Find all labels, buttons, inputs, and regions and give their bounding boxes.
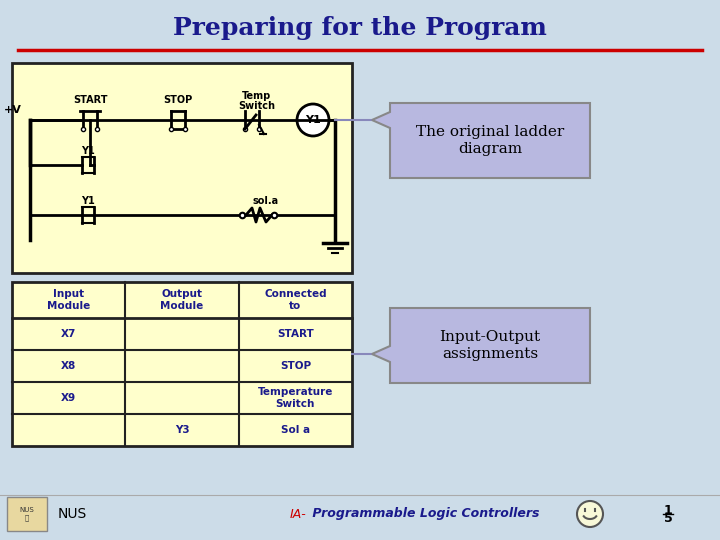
Text: Input
Module: Input Module — [47, 289, 90, 311]
Text: Input-Output
assignments: Input-Output assignments — [439, 330, 541, 361]
Text: Preparing for the Program: Preparing for the Program — [173, 16, 547, 40]
Text: sol.a: sol.a — [253, 196, 279, 206]
FancyBboxPatch shape — [12, 282, 352, 446]
Text: +V: +V — [4, 105, 22, 115]
Text: 5: 5 — [664, 512, 672, 525]
Text: NUS
🦁: NUS 🦁 — [19, 507, 35, 521]
FancyBboxPatch shape — [7, 497, 47, 531]
Text: Temp: Temp — [243, 91, 271, 101]
Text: Y1: Y1 — [81, 146, 95, 156]
Text: START: START — [277, 329, 314, 339]
Polygon shape — [372, 308, 590, 383]
Text: Y3: Y3 — [175, 425, 189, 435]
FancyBboxPatch shape — [12, 63, 352, 273]
Text: Y1: Y1 — [81, 196, 95, 206]
Text: Switch: Switch — [238, 101, 276, 111]
Circle shape — [577, 501, 603, 527]
Text: The original ladder
diagram: The original ladder diagram — [416, 125, 564, 156]
Text: X8: X8 — [61, 361, 76, 371]
Text: IA-: IA- — [290, 508, 307, 521]
Text: X7: X7 — [61, 329, 76, 339]
Text: Temperature
Switch: Temperature Switch — [258, 387, 333, 409]
Text: Sol a: Sol a — [281, 425, 310, 435]
Text: Programmable Logic Controllers: Programmable Logic Controllers — [308, 508, 539, 521]
Text: 1: 1 — [664, 503, 672, 516]
Text: STOP: STOP — [280, 361, 311, 371]
Text: STOP: STOP — [163, 95, 193, 105]
Circle shape — [297, 104, 329, 136]
Polygon shape — [372, 103, 590, 178]
Text: NUS: NUS — [58, 507, 87, 521]
Text: START: START — [73, 95, 107, 105]
Text: Connected
to: Connected to — [264, 289, 327, 311]
Text: X9: X9 — [61, 393, 76, 403]
Text: Y1: Y1 — [305, 115, 321, 125]
Text: Output
Module: Output Module — [161, 289, 204, 311]
